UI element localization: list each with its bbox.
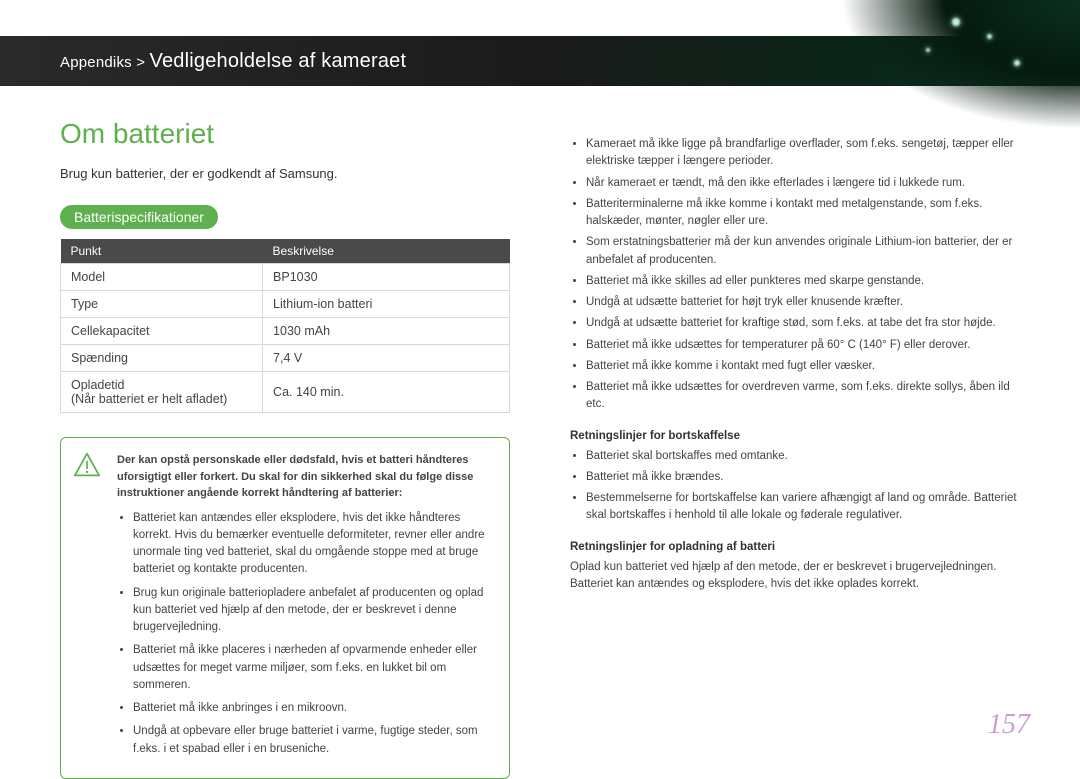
subsection-heading: Retningslinjer for opladning af batteri xyxy=(570,541,1020,553)
list-item: Undgå at udsætte batteriet for højt tryk… xyxy=(586,294,1020,311)
subsection-heading: Retningslinjer for bortskaffelse xyxy=(570,430,1020,442)
warning-list: Batteriet kan antændes eller eksplodere,… xyxy=(117,510,493,758)
list-item: Undgå at opbevare eller bruge batteriet … xyxy=(133,723,493,758)
warning-intro: Der kan opstå personskade eller dødsfald… xyxy=(117,452,493,502)
spec-col-header: Punkt xyxy=(61,239,263,264)
table-cell: Spænding xyxy=(61,345,263,372)
breadcrumb: Appendiks > Vedligeholdelse af kameraet xyxy=(60,50,406,73)
spec-heading-pill: Batterispecifikationer xyxy=(60,205,218,229)
table-cell: 1030 mAh xyxy=(263,318,510,345)
intro-text: Brug kun batterier, der er godkendt af S… xyxy=(60,166,510,181)
list-item: Batteriet kan antændes eller eksplodere,… xyxy=(133,510,493,579)
list-item: Når kameraet er tændt, må den ikke efter… xyxy=(586,175,1020,192)
table-cell: Lithium-ion batteri xyxy=(263,291,510,318)
list-item: Batteriet må ikke udsættes for temperatu… xyxy=(586,337,1020,354)
subsection-list: Batteriet skal bortskaffes med omtanke. B… xyxy=(570,448,1020,525)
subsection-paragraph: Oplad kun batteriet ved hjælp af den met… xyxy=(570,559,1020,594)
warning-box: Der kan opstå personskade eller dødsfald… xyxy=(60,437,510,779)
spec-table: Punkt Beskrivelse ModelBP1030TypeLithium… xyxy=(60,239,510,413)
list-item: Batteriet må ikke anbringes i en mikroov… xyxy=(133,700,493,717)
content-area: Om batteriet Brug kun batterier, der er … xyxy=(60,118,1020,725)
list-item: Batteriet må ikke komme i kontakt med fu… xyxy=(586,358,1020,375)
list-item: Brug kun originale batteriopladere anbef… xyxy=(133,585,493,637)
table-cell: Type xyxy=(61,291,263,318)
list-item: Som erstatningsbatterier må der kun anve… xyxy=(586,234,1020,269)
table-row: Cellekapacitet1030 mAh xyxy=(61,318,510,345)
list-item: Bestemmelserne for bortskaffelse kan var… xyxy=(586,490,1020,525)
list-item: Batteriet skal bortskaffes med omtanke. xyxy=(586,448,1020,465)
table-cell: 7,4 V xyxy=(263,345,510,372)
table-cell: Model xyxy=(61,264,263,291)
section-title: Om batteriet xyxy=(60,118,510,150)
left-column: Om batteriet Brug kun batterier, der er … xyxy=(60,118,510,725)
sparkle-icon xyxy=(952,18,960,26)
breadcrumb-main: Vedligeholdelse af kameraet xyxy=(150,50,407,72)
list-item: Kameraet må ikke ligge på brandfarlige o… xyxy=(586,136,1020,171)
list-item: Batteriterminalerne må ikke komme i kont… xyxy=(586,196,1020,231)
table-row: ModelBP1030 xyxy=(61,264,510,291)
page-number: 157 xyxy=(988,709,1030,741)
right-column: Kameraet må ikke ligge på brandfarlige o… xyxy=(570,118,1020,725)
list-item: Undgå at udsætte batteriet for kraftige … xyxy=(586,315,1020,332)
spec-col-header: Beskrivelse xyxy=(263,239,510,264)
list-item: Batteriet må ikke udsættes for overdreve… xyxy=(586,379,1020,414)
table-cell: Cellekapacitet xyxy=(61,318,263,345)
table-row: TypeLithium-ion batteri xyxy=(61,291,510,318)
list-item: Batteriet må ikke placeres i nærheden af… xyxy=(133,642,493,694)
list-item: Batteriet må ikke skilles ad eller punkt… xyxy=(586,273,1020,290)
table-row: Spænding7,4 V xyxy=(61,345,510,372)
table-row: Opladetid (Når batteriet er helt afladet… xyxy=(61,372,510,413)
table-cell: BP1030 xyxy=(263,264,510,291)
table-cell: Opladetid (Når batteriet er helt afladet… xyxy=(61,372,263,413)
table-cell: Ca. 140 min. xyxy=(263,372,510,413)
breadcrumb-prefix: Appendiks > xyxy=(60,54,150,71)
guidelines-list: Kameraet må ikke ligge på brandfarlige o… xyxy=(570,136,1020,414)
list-item: Batteriet må ikke brændes. xyxy=(586,469,1020,486)
warning-triangle-icon xyxy=(73,452,101,478)
